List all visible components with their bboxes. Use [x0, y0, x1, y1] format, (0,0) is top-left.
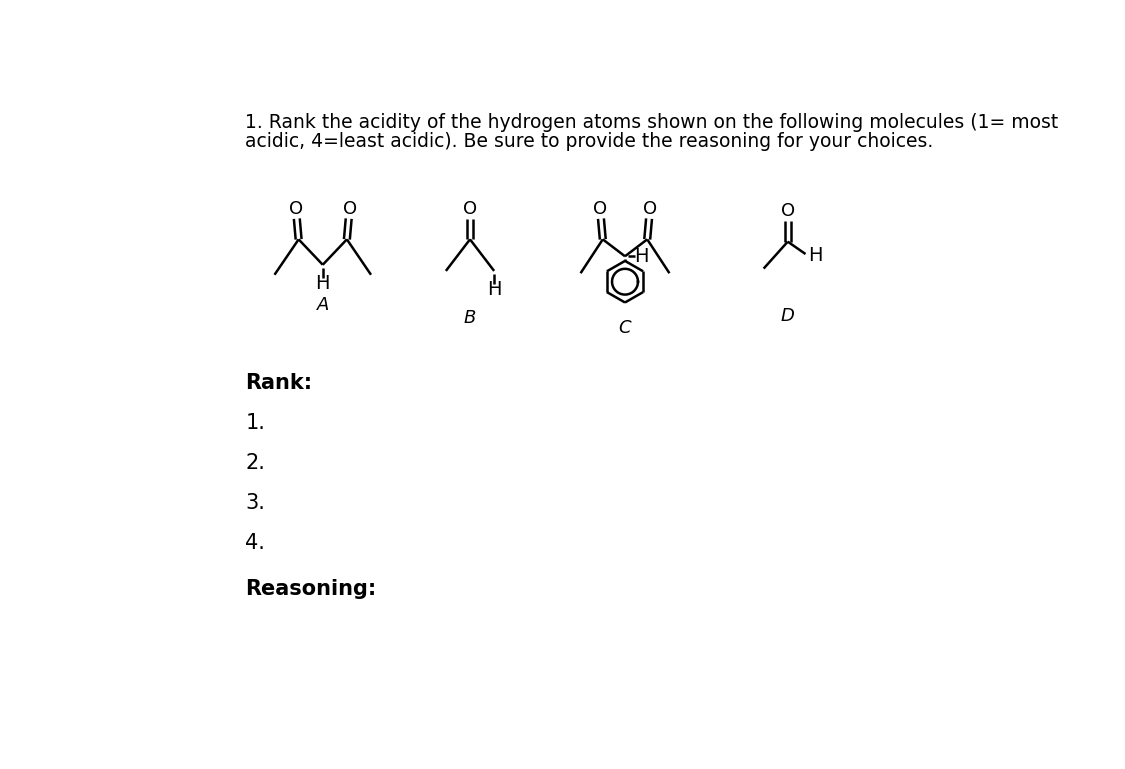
- Text: H: H: [315, 274, 330, 293]
- Text: O: O: [593, 200, 608, 218]
- Text: O: O: [289, 200, 303, 218]
- Text: A: A: [316, 296, 328, 315]
- Text: Reasoning:: Reasoning:: [245, 579, 377, 599]
- Text: O: O: [342, 200, 357, 218]
- Text: 4.: 4.: [245, 533, 266, 553]
- Text: H: H: [808, 246, 822, 265]
- Text: 2.: 2.: [245, 453, 266, 473]
- Text: 3.: 3.: [245, 493, 266, 513]
- Text: H: H: [487, 280, 502, 299]
- Text: O: O: [642, 200, 657, 218]
- Text: H: H: [634, 247, 648, 266]
- Text: 1.: 1.: [245, 413, 266, 433]
- Text: acidic, 4=least acidic). Be sure to provide the reasoning for your choices.: acidic, 4=least acidic). Be sure to prov…: [245, 132, 934, 151]
- Text: O: O: [464, 199, 477, 218]
- Text: O: O: [781, 201, 794, 220]
- Text: Rank:: Rank:: [245, 372, 313, 392]
- Text: B: B: [464, 309, 476, 328]
- Text: 1. Rank the acidity of the hydrogen atoms shown on the following molecules (1= m: 1. Rank the acidity of the hydrogen atom…: [245, 113, 1059, 132]
- Text: D: D: [781, 307, 794, 325]
- Text: C: C: [619, 319, 631, 338]
